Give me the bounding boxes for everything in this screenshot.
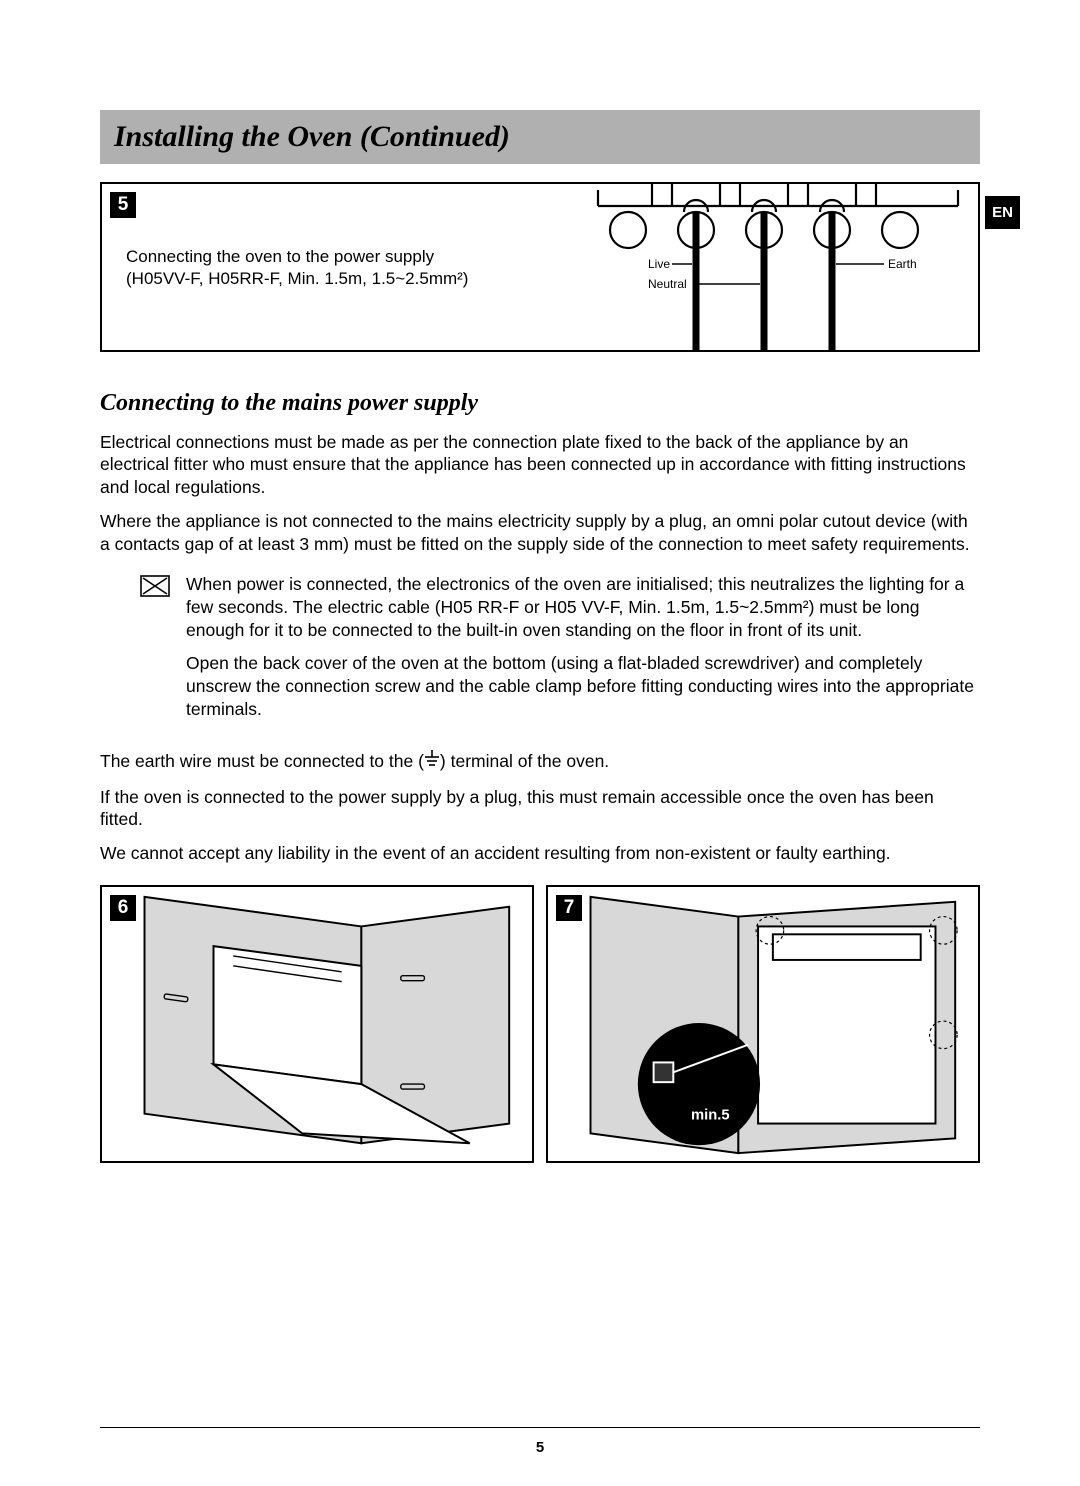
para-5: We cannot accept any liability in the ev…: [100, 842, 980, 864]
para3b: ) terminal of the oven.: [440, 751, 609, 771]
section-subheading: Connecting to the mains power supply: [100, 390, 980, 417]
para3a: The earth wire must be connected to the …: [100, 751, 424, 771]
terminal-diagram: Live Neutral Earth: [588, 182, 968, 352]
label-earth: Earth: [888, 257, 917, 271]
step5-line2: (H05VV-F, H05RR-F, Min. 1.5m, 1.5~2.5mm²…: [126, 269, 468, 288]
label-live: Live: [648, 257, 670, 271]
oven-slide-illustration: [102, 887, 532, 1161]
note-block: When power is connected, the electronics…: [140, 573, 980, 732]
min5-label: min.5: [691, 1107, 730, 1123]
earth-symbol-icon: [424, 750, 440, 773]
step-number-7: 7: [556, 895, 582, 921]
page-number: 5: [0, 1439, 1080, 1456]
para-3: The earth wire must be connected to the …: [100, 750, 980, 774]
step-number-5: 5: [110, 192, 136, 218]
step-number-6: 6: [110, 895, 136, 921]
note-text: When power is connected, the electronics…: [186, 573, 980, 732]
step5-line1: Connecting the oven to the power supply: [126, 247, 434, 266]
label-neutral: Neutral: [648, 277, 687, 291]
step-5-caption: Connecting the oven to the power supply …: [126, 246, 476, 290]
para-4: If the oven is connected to the power su…: [100, 786, 980, 831]
language-badge: EN: [985, 196, 1020, 229]
note-p2: Open the back cover of the oven at the b…: [186, 652, 980, 721]
note-p1: When power is connected, the electronics…: [186, 573, 980, 642]
step-6-figure: 6: [100, 885, 534, 1163]
figure-row: 6 7: [100, 885, 980, 1163]
page-title: Installing the Oven (Continued): [114, 120, 510, 153]
footer-rule: [100, 1427, 980, 1428]
step-7-figure: 7 min.5: [546, 885, 980, 1163]
oven-screw-illustration: min.5: [548, 887, 978, 1161]
para-1: Electrical connections must be made as p…: [100, 431, 980, 498]
title-bar: Installing the Oven (Continued): [100, 110, 980, 164]
note-icon: [140, 573, 186, 732]
para-2: Where the appliance is not connected to …: [100, 510, 980, 555]
step-5-figure: 5 Connecting the oven to the power suppl…: [100, 182, 980, 352]
